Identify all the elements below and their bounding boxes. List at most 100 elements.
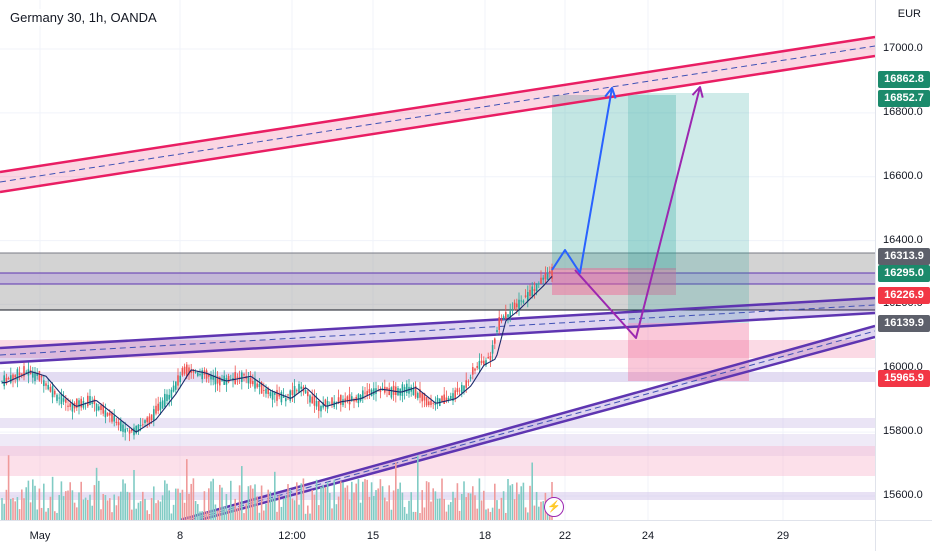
volume-bar bbox=[522, 482, 525, 520]
volume-bar bbox=[161, 495, 164, 520]
volume-bar bbox=[313, 494, 316, 520]
volume-bar bbox=[359, 502, 362, 520]
candle-body bbox=[498, 317, 500, 330]
candle-body bbox=[43, 380, 45, 387]
volume-bar bbox=[362, 481, 364, 520]
volume-bar bbox=[98, 480, 100, 520]
volume-bar bbox=[441, 478, 443, 520]
candle-body bbox=[80, 398, 82, 408]
candle-body bbox=[535, 283, 538, 291]
candle-body bbox=[417, 392, 419, 399]
mid-channel-fill bbox=[0, 298, 875, 363]
volume-bar bbox=[480, 500, 483, 520]
stop-zone-2 bbox=[628, 323, 749, 381]
volume-bar bbox=[540, 501, 542, 520]
volume-bar bbox=[487, 508, 489, 520]
volume-bar bbox=[131, 509, 133, 520]
time-axis[interactable]: May 8 12:00 15 18 22 24 29 bbox=[0, 520, 875, 551]
volume-bar bbox=[469, 493, 472, 520]
candle-body bbox=[133, 427, 135, 436]
volume-bar bbox=[357, 478, 360, 520]
candle-body bbox=[412, 388, 415, 396]
candle-body bbox=[3, 375, 5, 387]
candle-body bbox=[32, 372, 34, 378]
volume-bar bbox=[36, 509, 38, 520]
volume-bar bbox=[183, 502, 186, 520]
volume-bar bbox=[159, 501, 162, 520]
candle-body bbox=[392, 385, 395, 395]
volume-bar bbox=[463, 481, 465, 520]
volume-bar bbox=[445, 511, 448, 520]
candle-body bbox=[285, 398, 287, 402]
candle-body bbox=[45, 383, 47, 386]
x-tick-label: 29 bbox=[776, 530, 790, 542]
candle-body bbox=[544, 273, 547, 280]
candle-body bbox=[491, 345, 494, 354]
candle-body bbox=[168, 394, 170, 400]
candle-body bbox=[465, 380, 467, 388]
candle-body bbox=[496, 330, 498, 333]
volume-bar bbox=[32, 479, 34, 520]
candle-body bbox=[443, 394, 445, 404]
volume-bar bbox=[23, 498, 25, 520]
volume-bar bbox=[45, 511, 47, 520]
candle-body bbox=[340, 394, 342, 405]
volume-bar bbox=[71, 490, 74, 520]
volume-bar bbox=[210, 481, 212, 520]
volume-bar bbox=[128, 492, 131, 520]
projection-arrow-blue-head bbox=[604, 87, 617, 99]
volume-bar bbox=[238, 485, 241, 520]
volume-bar bbox=[241, 466, 243, 520]
price-axis[interactable]: EUR 17000.016800.016600.016400.016200.01… bbox=[875, 0, 932, 520]
volume-bar bbox=[414, 511, 417, 520]
candle-body bbox=[7, 378, 10, 380]
volume-bar bbox=[423, 507, 426, 520]
lightning-icon[interactable]: ⚡ bbox=[544, 497, 564, 517]
volume-bar bbox=[516, 482, 518, 520]
volume-bar bbox=[403, 507, 406, 520]
volume-bar bbox=[505, 512, 507, 520]
volume-bar bbox=[298, 504, 300, 520]
candle-body bbox=[540, 277, 542, 284]
volume-bar bbox=[373, 496, 375, 520]
candle-body bbox=[87, 395, 89, 407]
volume-bar bbox=[315, 479, 318, 520]
currency-label: EUR bbox=[897, 8, 921, 20]
mid-channel-top bbox=[0, 296, 875, 350]
volume-bar bbox=[78, 492, 80, 520]
volume-bar bbox=[201, 511, 203, 520]
candle-body bbox=[282, 395, 285, 398]
volume-bar bbox=[16, 497, 19, 520]
volume-bar bbox=[247, 486, 250, 520]
volume-bar bbox=[368, 496, 371, 520]
candle-body bbox=[98, 406, 100, 411]
candle-body bbox=[89, 396, 91, 405]
volume-bar bbox=[274, 471, 276, 520]
candle-body bbox=[480, 360, 483, 364]
volume-bar bbox=[485, 509, 487, 520]
chart-area[interactable]: Germany 30, 1h, OANDA ⚡ bbox=[0, 0, 875, 520]
candle-body bbox=[164, 393, 166, 407]
volume-bar bbox=[179, 493, 181, 520]
volume-bar bbox=[322, 484, 324, 520]
candle-body bbox=[450, 395, 452, 400]
candle-body bbox=[326, 400, 329, 409]
candle-body bbox=[406, 383, 408, 393]
candle-body bbox=[144, 420, 146, 424]
candle-body bbox=[60, 394, 63, 405]
volume-bar bbox=[51, 476, 54, 520]
candle-body bbox=[287, 394, 289, 396]
price-chart[interactable] bbox=[0, 0, 875, 520]
candle-body bbox=[161, 400, 164, 409]
candle-body bbox=[10, 375, 12, 383]
candle-body bbox=[551, 266, 553, 279]
volume-bar bbox=[302, 478, 305, 520]
volume-bar bbox=[135, 508, 137, 520]
volume-bar bbox=[65, 491, 67, 520]
candle-body bbox=[67, 405, 69, 407]
candle-body bbox=[23, 366, 25, 377]
candle-body bbox=[199, 374, 201, 376]
candle-body bbox=[423, 392, 426, 401]
candle-body bbox=[201, 370, 203, 380]
volume-bar bbox=[439, 498, 441, 520]
